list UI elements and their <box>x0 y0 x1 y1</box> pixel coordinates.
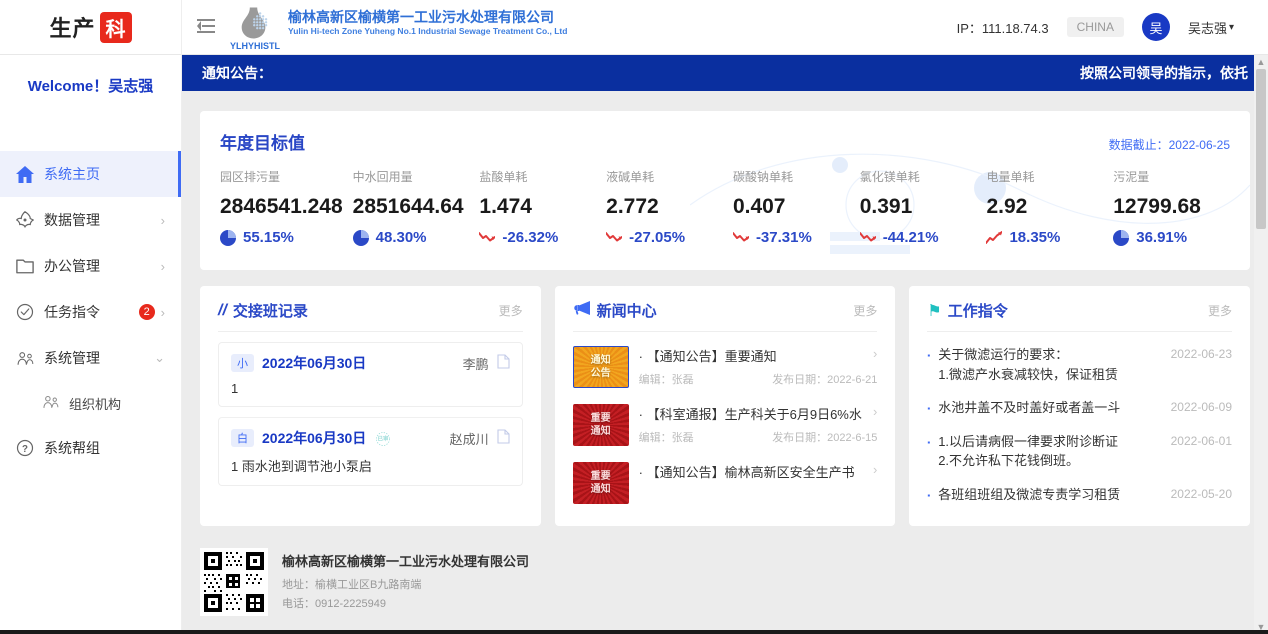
svg-text:?: ? <box>22 444 28 455</box>
svg-text:已审: 已审 <box>378 435 390 443</box>
